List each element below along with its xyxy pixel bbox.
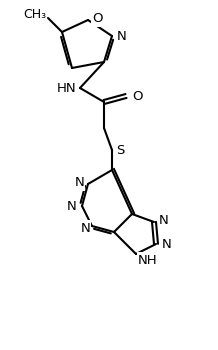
Text: S: S	[116, 144, 124, 156]
Text: O: O	[132, 90, 143, 103]
Text: CH₃: CH₃	[23, 7, 46, 21]
Text: N: N	[74, 176, 84, 189]
Text: N: N	[162, 238, 172, 251]
Text: N: N	[159, 214, 169, 226]
Text: O: O	[92, 13, 102, 26]
Text: N: N	[66, 199, 76, 212]
Text: N: N	[80, 222, 90, 235]
Text: NH: NH	[138, 253, 158, 266]
Text: HN: HN	[56, 82, 76, 95]
Text: N: N	[117, 29, 127, 42]
